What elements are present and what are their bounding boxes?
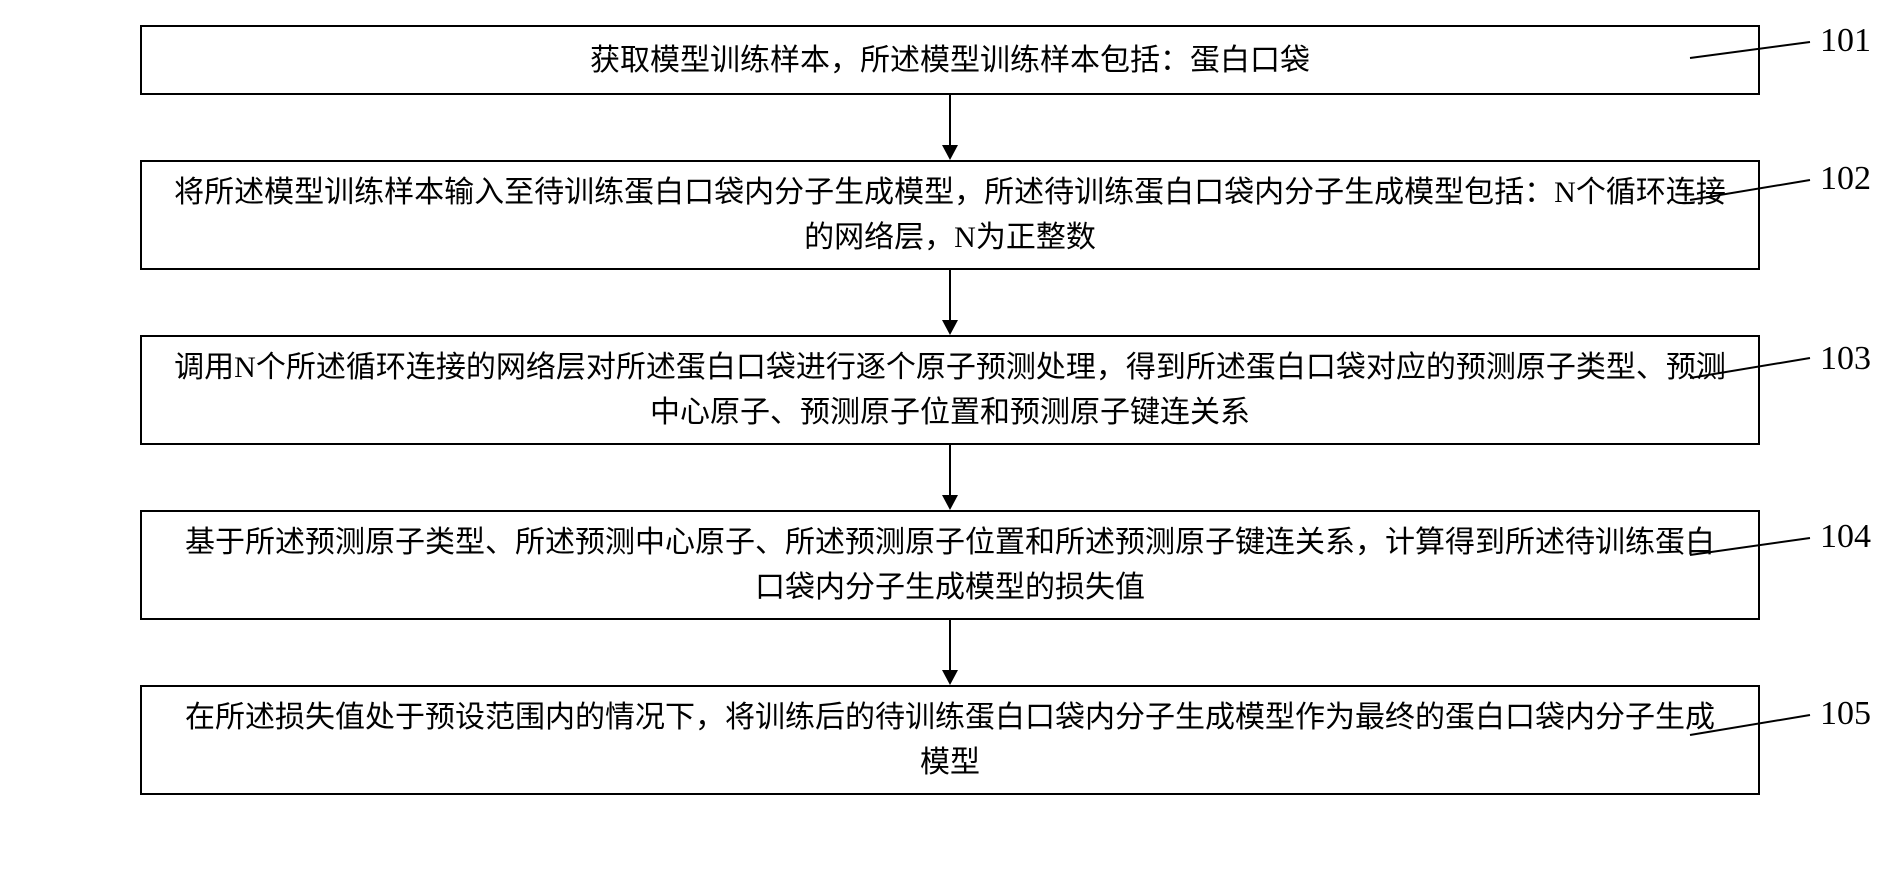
flow-step-text: 在所述损失值处于预设范围内的情况下，将训练后的待训练蛋白口袋内分子生成模型作为最… [142,685,1758,795]
flow-connector [140,620,1760,685]
flowchart-container: 获取模型训练样本，所述模型训练样本包括：蛋白口袋 将所述模型训练样本输入至待训练… [60,25,1840,795]
flow-step-103: 调用N个所述循环连接的网络层对所述蛋白口袋进行逐个原子预测处理，得到所述蛋白口袋… [140,335,1760,445]
arrow-down-icon [930,620,970,685]
flow-step-text: 调用N个所述循环连接的网络层对所述蛋白口袋进行逐个原子预测处理，得到所述蛋白口袋… [142,335,1758,445]
flow-step-text: 基于所述预测原子类型、所述预测中心原子、所述预测原子位置和所述预测原子键连关系，… [142,510,1758,620]
step-label-103: 103 [1820,340,1871,378]
flow-connector [140,95,1760,160]
flow-step-102: 将所述模型训练样本输入至待训练蛋白口袋内分子生成模型，所述待训练蛋白口袋内分子生… [140,160,1760,270]
flow-connector [140,445,1760,510]
step-label-101: 101 [1820,22,1871,60]
step-label-104: 104 [1820,518,1871,556]
flow-step-104: 基于所述预测原子类型、所述预测中心原子、所述预测原子位置和所述预测原子键连关系，… [140,510,1760,620]
flow-step-text: 获取模型训练样本，所述模型训练样本包括：蛋白口袋 [560,28,1340,93]
flow-step-101: 获取模型训练样本，所述模型训练样本包括：蛋白口袋 [140,25,1760,95]
arrow-down-icon [930,270,970,335]
arrow-down-icon [930,445,970,510]
arrow-down-icon [930,95,970,160]
flow-connector [140,270,1760,335]
flow-step-105: 在所述损失值处于预设范围内的情况下，将训练后的待训练蛋白口袋内分子生成模型作为最… [140,685,1760,795]
step-label-105: 105 [1820,695,1871,733]
step-label-102: 102 [1820,160,1871,198]
flow-step-text: 将所述模型训练样本输入至待训练蛋白口袋内分子生成模型，所述待训练蛋白口袋内分子生… [142,160,1758,270]
